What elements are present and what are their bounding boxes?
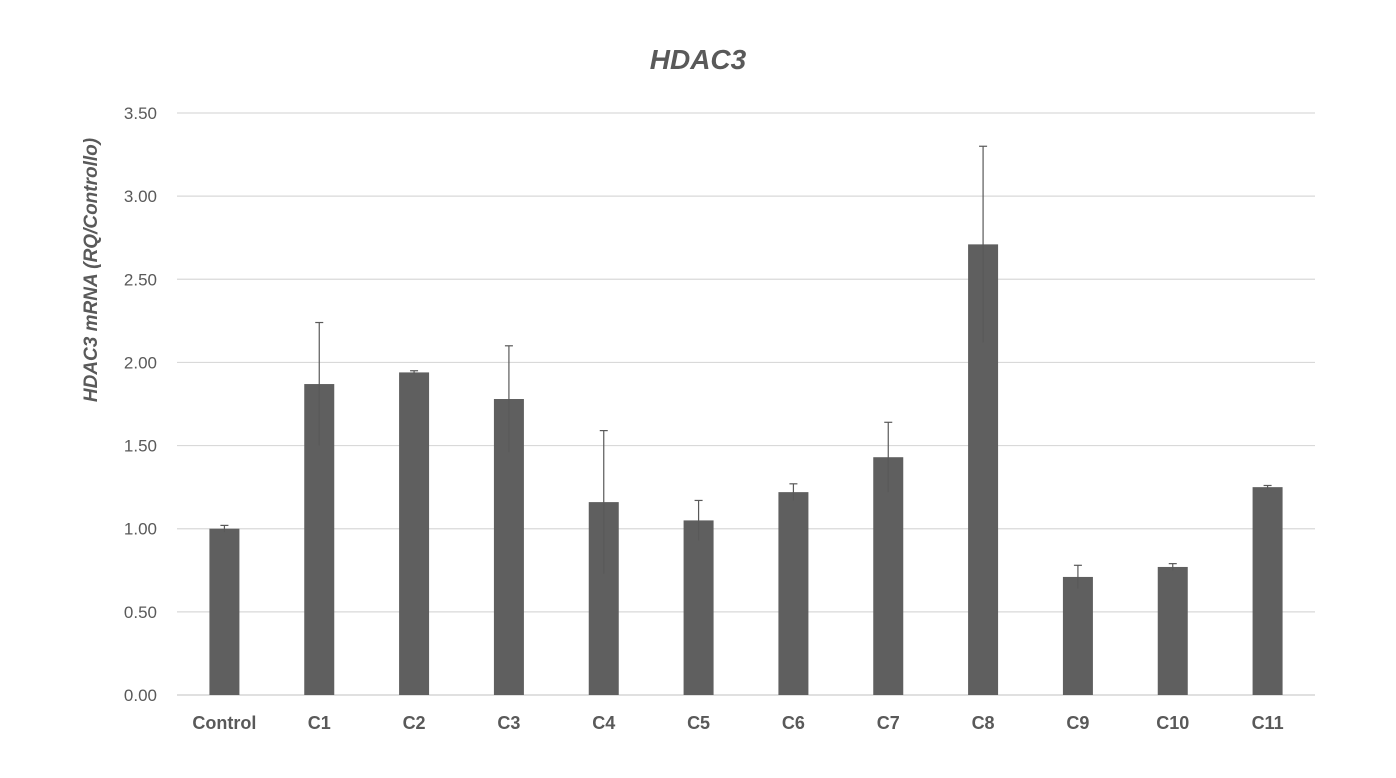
x-tick-label: C7 (877, 713, 900, 733)
x-tick-label: C4 (592, 713, 615, 733)
x-tick-label: C10 (1156, 713, 1189, 733)
x-tick-label: C1 (308, 713, 331, 733)
y-tick-label: 3.00 (124, 187, 157, 206)
bar (873, 457, 904, 695)
bar (683, 520, 714, 695)
x-tick-label: C6 (782, 713, 805, 733)
bar (209, 528, 240, 695)
bar (399, 372, 430, 695)
y-tick-label: 1.00 (124, 520, 157, 539)
x-tick-label: C8 (972, 713, 995, 733)
x-tick-label: C9 (1066, 713, 1089, 733)
chart-title: HDAC3 (649, 44, 747, 75)
bar (1157, 566, 1188, 695)
x-tick-label: C3 (497, 713, 520, 733)
bar (1062, 576, 1093, 695)
y-tick-label: 2.50 (124, 270, 157, 289)
y-tick-label: 0.50 (124, 603, 157, 622)
y-tick-label: 0.00 (124, 686, 157, 705)
x-tick-label: Control (192, 713, 256, 733)
bar (778, 492, 809, 695)
x-tick-label: C5 (687, 713, 710, 733)
x-tick-label: C11 (1252, 713, 1284, 733)
y-tick-label: 2.00 (124, 353, 157, 372)
y-tick-label: 1.50 (124, 437, 157, 456)
y-tick-label: 3.50 (124, 104, 157, 123)
x-tick-label: C2 (403, 713, 426, 733)
bar (1252, 487, 1283, 695)
